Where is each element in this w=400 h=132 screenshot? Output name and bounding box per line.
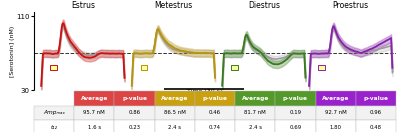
FancyBboxPatch shape — [141, 65, 147, 70]
Text: Proestrus: Proestrus — [333, 1, 369, 11]
FancyBboxPatch shape — [50, 65, 57, 70]
Text: Estrus: Estrus — [71, 1, 95, 11]
Text: Diestrus: Diestrus — [248, 1, 280, 11]
Text: Metestrus: Metestrus — [154, 1, 192, 11]
Text: Time (30 s): Time (30 s) — [186, 89, 222, 95]
FancyBboxPatch shape — [318, 65, 325, 70]
FancyBboxPatch shape — [231, 65, 238, 70]
Y-axis label: [Serotonin] (nM): [Serotonin] (nM) — [10, 25, 15, 77]
